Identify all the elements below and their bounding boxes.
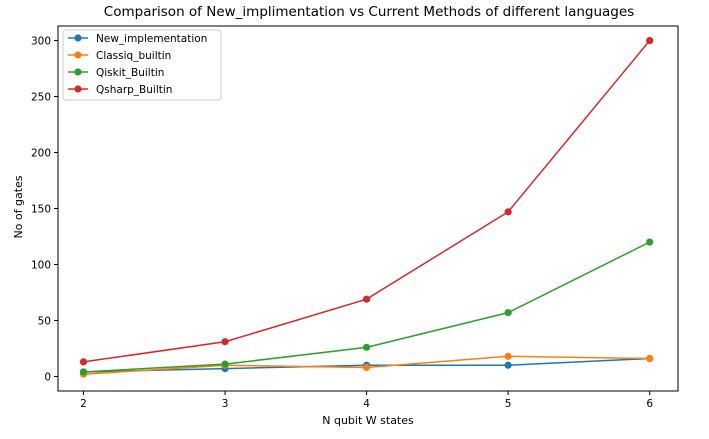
- legend-marker: [74, 34, 82, 42]
- y-tick-label: 200: [31, 148, 51, 160]
- data-point: [646, 354, 654, 363]
- y-tick-label: 250: [31, 92, 51, 104]
- series-qiskit-builtin: [79, 238, 654, 376]
- legend-marker: [74, 68, 82, 76]
- legend: New_implementation Classiq_builtin Qiskit_…: [62, 29, 222, 101]
- legend-item: Qiskit_Builtin: [68, 67, 164, 79]
- data-point: [362, 343, 371, 351]
- x-tick-label: 6: [646, 398, 653, 410]
- data-point: [79, 368, 88, 376]
- data-point: [504, 208, 512, 216]
- y-tick-label: 50: [38, 315, 51, 327]
- axis-ticks: 2 3 4 5 6 0 50 100 150 200 250 300: [31, 36, 653, 410]
- legend-item: Classiq_builtin: [68, 50, 171, 62]
- series-lines: [79, 36, 654, 378]
- data-point: [504, 361, 512, 369]
- data-point: [504, 352, 512, 360]
- data-point: [79, 358, 88, 366]
- legend-label: New_implementation: [96, 33, 207, 45]
- series-line: [83, 241, 651, 373]
- y-tick-label: 300: [31, 36, 51, 48]
- x-axis-label: N qubit W states: [322, 414, 414, 427]
- legend-box: [62, 29, 222, 101]
- plot-frame: [57, 25, 679, 392]
- x-tick-label: 3: [222, 398, 229, 410]
- legend-item: New_implementation: [68, 33, 207, 45]
- legend-marker: [74, 85, 82, 93]
- data-point: [362, 363, 371, 372]
- x-tick-label: 5: [505, 398, 512, 410]
- legend-marker: [74, 51, 82, 59]
- x-tick-label: 4: [363, 398, 370, 410]
- legend-label: Classiq_builtin: [96, 50, 171, 62]
- x-tick-label: 2: [80, 398, 87, 410]
- data-point: [646, 238, 654, 246]
- y-tick-label: 150: [31, 204, 51, 216]
- y-axis-label: No of gates: [12, 175, 25, 238]
- data-point: [362, 295, 371, 303]
- chart-title: Comparison of New_implimentation vs Curr…: [104, 4, 634, 20]
- y-tick-label: 0: [44, 371, 51, 383]
- y-tick-label: 100: [31, 259, 51, 271]
- data-point: [221, 338, 229, 346]
- legend-label: Qiskit_Builtin: [96, 67, 164, 79]
- legend-item: Qsharp_Builtin: [68, 84, 172, 96]
- data-point: [221, 360, 229, 368]
- data-point: [646, 36, 654, 45]
- series-qsharp-builtin: [79, 36, 654, 366]
- data-point: [504, 309, 512, 317]
- legend-label: Qsharp_Builtin: [96, 84, 172, 96]
- series-classiq-builtin: [79, 352, 654, 378]
